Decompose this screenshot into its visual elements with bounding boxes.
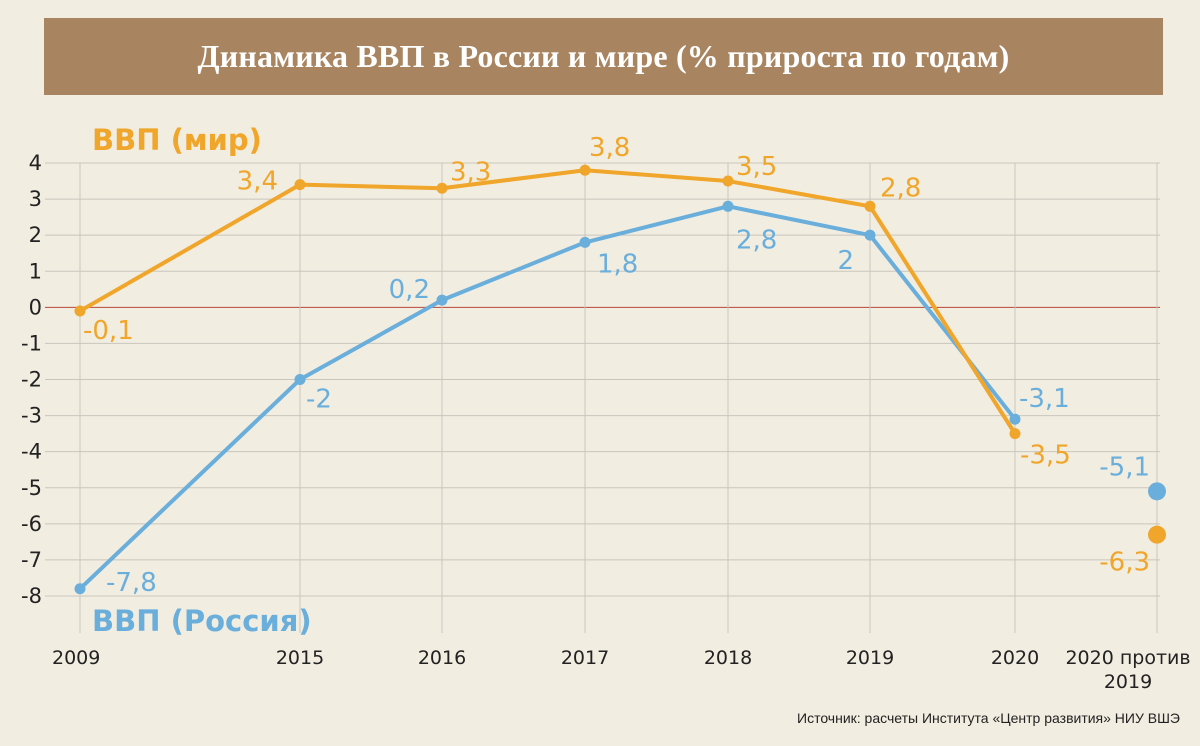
russia-data-label: -3,1 — [1019, 384, 1070, 414]
y-tick-label: 0 — [29, 295, 42, 319]
y-tick-label: -4 — [21, 440, 42, 464]
world-point — [436, 182, 448, 194]
world-point — [864, 200, 876, 212]
russia-data-label: 2 — [837, 246, 854, 276]
russia-series-name: ВВП (Россия) — [92, 604, 312, 638]
y-tick-label: 3 — [29, 187, 42, 211]
x-tick-label-extra: 2019 — [1104, 671, 1152, 693]
world-data-label: -0,1 — [83, 316, 134, 346]
y-tick-label: -1 — [21, 331, 42, 355]
world-point-extra — [1148, 525, 1166, 544]
y-tick-label: 2 — [29, 223, 42, 247]
y-tick-label: 1 — [29, 259, 42, 283]
world-series-line — [79, 168, 1017, 435]
x-tick-label: 2016 — [418, 647, 466, 669]
russia-data-label: 2,8 — [736, 225, 777, 255]
world-series-name: ВВП (мир) — [92, 123, 262, 157]
world-data-label: 3,5 — [736, 152, 777, 182]
chart-title: Динамика ВВП в России и мире (% прироста… — [197, 38, 1010, 74]
y-tick-label: 4 — [29, 151, 42, 175]
russia-point — [864, 229, 876, 241]
world-point — [722, 175, 734, 187]
world-data-label: -3,5 — [1020, 441, 1071, 471]
y-tick-label: -7 — [21, 548, 42, 572]
y-tick-label: -2 — [21, 368, 42, 392]
world-point — [294, 179, 306, 191]
russia-point — [722, 200, 734, 212]
russia-point-extra — [1148, 482, 1166, 501]
russia-data-label: 1,8 — [597, 249, 638, 279]
russia-point — [1009, 413, 1021, 425]
world-extra-label: -6,3 — [1099, 548, 1150, 578]
source-note: Источник: расчеты Института «Центр разви… — [797, 710, 1180, 726]
y-tick-label: -6 — [21, 512, 42, 536]
russia-data-label: 0,2 — [389, 275, 430, 305]
russia-point — [436, 294, 448, 306]
world-data-label: 3,4 — [237, 167, 278, 197]
y-tick-label: -8 — [21, 584, 42, 608]
russia-series-line — [78, 204, 1017, 591]
world-data-label: 3,8 — [589, 133, 630, 163]
world-point — [1009, 428, 1021, 440]
russia-point — [294, 374, 306, 385]
x-tick-label: 2017 — [561, 647, 609, 669]
x-tick-label: 2015 — [276, 647, 324, 669]
y-tick-label: -5 — [21, 476, 42, 500]
title-bar: Динамика ВВП в России и мире (% прироста… — [44, 18, 1163, 95]
russia-point — [579, 236, 591, 248]
russia-data-label: -7,8 — [106, 568, 157, 598]
world-data-label: 3,3 — [450, 157, 491, 187]
world-point — [579, 164, 591, 176]
x-tick-label: 2009 — [52, 647, 100, 669]
x-tick-label-extra: 2020 против — [1065, 647, 1190, 669]
world-data-label: 2,8 — [880, 173, 921, 203]
world-point — [74, 305, 86, 317]
x-tick-label: 2018 — [704, 647, 752, 669]
russia-data-label: -2 — [306, 385, 332, 415]
russia-extra-label: -5,1 — [1099, 452, 1150, 482]
x-tick-label: 2019 — [846, 647, 894, 669]
x-tick-label: 2020 — [991, 647, 1039, 669]
russia-point — [74, 583, 86, 595]
y-tick-label: -3 — [21, 404, 42, 428]
